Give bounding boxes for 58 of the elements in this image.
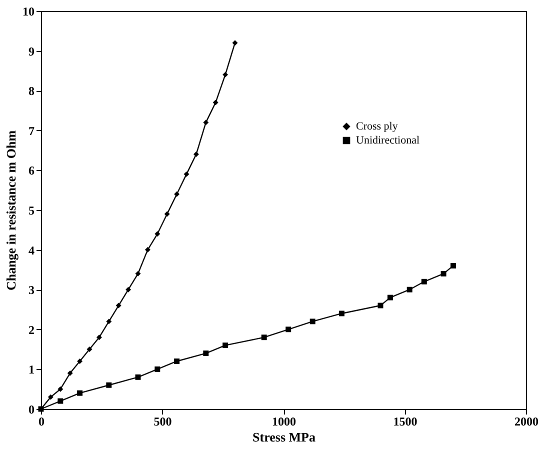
point <box>261 334 267 340</box>
point <box>135 270 141 276</box>
x-tick-label: 1500 <box>393 414 418 428</box>
point <box>164 211 170 217</box>
legend-label: Unidirectional <box>356 134 420 146</box>
y-tick-label: 6 <box>28 164 34 178</box>
x-tick-label: 2000 <box>514 414 538 428</box>
point <box>77 390 83 396</box>
point <box>286 326 292 332</box>
point <box>338 310 344 316</box>
y-tick-label: 5 <box>28 204 34 218</box>
x-tick-label: 1000 <box>272 414 296 428</box>
y-tick-label: 2 <box>28 322 34 337</box>
point <box>203 120 209 126</box>
point <box>106 382 112 388</box>
point <box>154 231 160 237</box>
y-tick-label: 7 <box>28 124 34 138</box>
point <box>310 318 316 324</box>
point <box>212 100 218 106</box>
point <box>203 350 209 356</box>
legend-label: Cross ply <box>356 120 398 132</box>
y-tick-label: 9 <box>28 44 34 58</box>
point <box>450 262 456 268</box>
point <box>222 72 228 78</box>
y-tick-label: 1 <box>28 362 34 377</box>
point <box>106 318 112 324</box>
point <box>77 358 83 364</box>
point <box>58 398 64 404</box>
x-axis-title: Stress MPa <box>252 430 316 444</box>
point <box>378 302 384 308</box>
point <box>222 342 228 348</box>
x-tick-label: 0 <box>38 414 44 428</box>
point <box>387 294 393 300</box>
point <box>184 171 190 177</box>
y-tick-label: 3 <box>28 283 34 298</box>
y-tick-label: 10 <box>22 4 34 18</box>
point <box>421 278 427 284</box>
point <box>440 270 446 276</box>
point <box>406 286 412 292</box>
point <box>96 334 102 340</box>
point <box>193 152 199 158</box>
point <box>48 394 54 400</box>
point <box>67 370 73 376</box>
point <box>232 40 238 46</box>
point <box>116 302 122 308</box>
point <box>174 191 180 197</box>
point <box>135 374 141 380</box>
y-tick-label: 0 <box>28 402 34 416</box>
point <box>86 346 92 352</box>
y-tick-label: 4 <box>28 243 34 258</box>
y-axis-title: Change in resistance m Ohm <box>4 130 18 291</box>
point <box>174 358 180 364</box>
point <box>154 366 160 372</box>
point <box>144 247 150 253</box>
point <box>58 386 64 392</box>
y-tick-label: 8 <box>28 84 34 98</box>
x-tick-label: 500 <box>154 414 172 428</box>
point <box>126 286 132 292</box>
